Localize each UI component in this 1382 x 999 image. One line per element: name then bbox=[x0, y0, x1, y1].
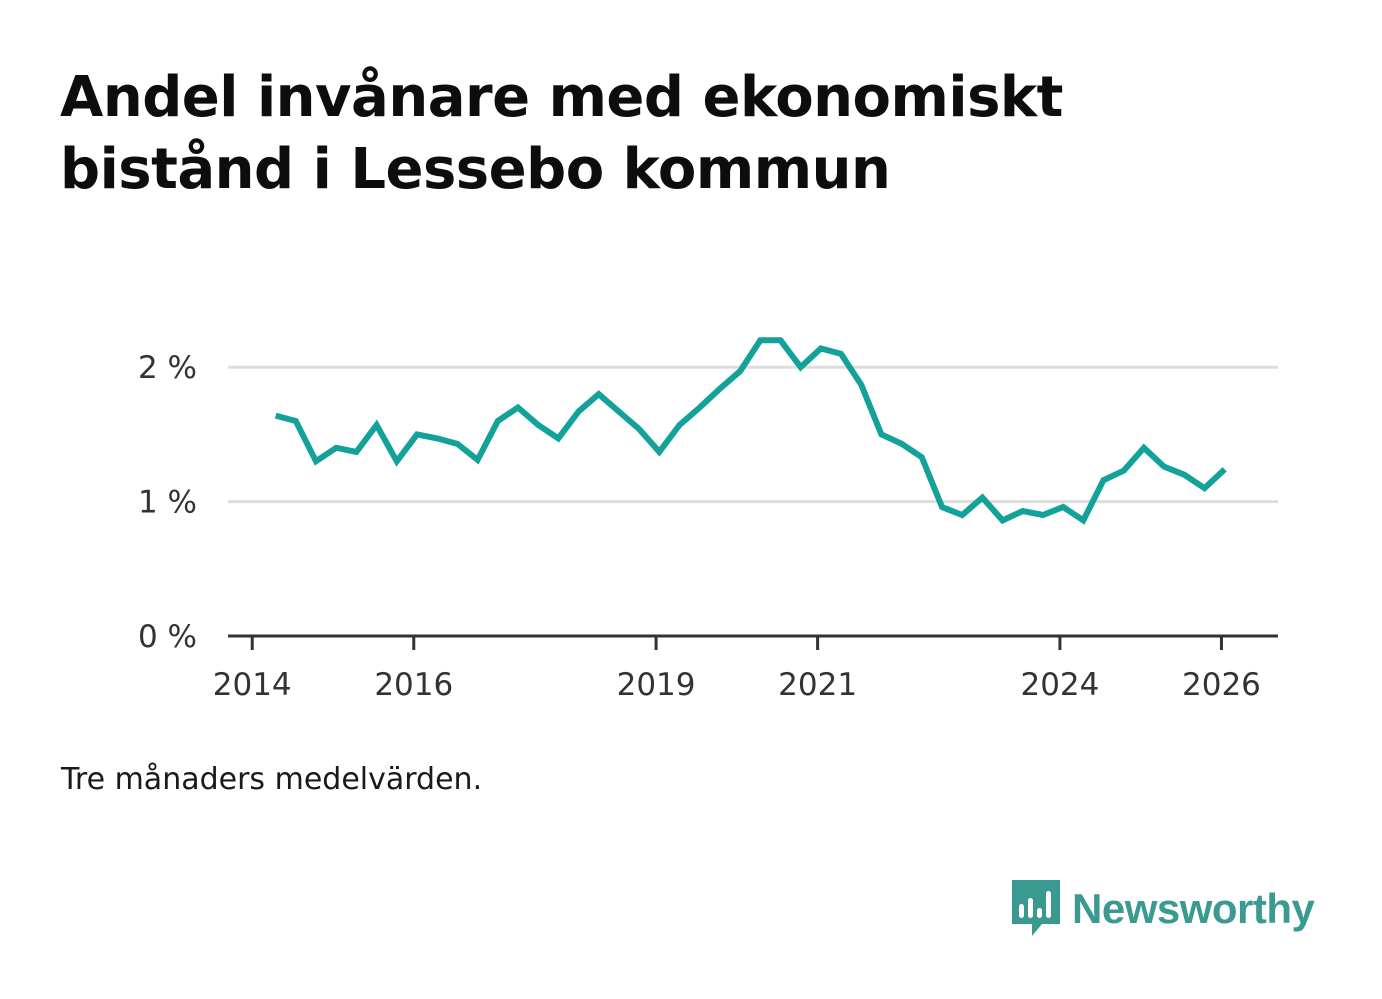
data-point[interactable] bbox=[636, 426, 642, 432]
data-point[interactable] bbox=[939, 504, 945, 510]
data-point[interactable] bbox=[515, 405, 521, 411]
data-point[interactable] bbox=[596, 391, 602, 397]
y-tick-label: 0 % bbox=[138, 619, 197, 655]
data-point[interactable] bbox=[1101, 477, 1107, 483]
data-point[interactable] bbox=[1121, 468, 1127, 474]
data-point[interactable] bbox=[1020, 508, 1026, 514]
data-point[interactable] bbox=[1060, 504, 1066, 510]
data-point[interactable] bbox=[777, 337, 783, 343]
data-point[interactable] bbox=[757, 337, 763, 343]
data-point[interactable] bbox=[273, 413, 279, 419]
grid-lines bbox=[228, 365, 1278, 504]
data-point[interactable] bbox=[1000, 517, 1006, 523]
data-point[interactable] bbox=[414, 431, 420, 437]
data-point[interactable] bbox=[697, 405, 703, 411]
data-point[interactable] bbox=[616, 409, 622, 415]
data-point[interactable] bbox=[838, 351, 844, 357]
data-point[interactable] bbox=[576, 409, 582, 415]
data-point[interactable] bbox=[899, 441, 905, 447]
data-point[interactable] bbox=[475, 457, 481, 463]
brand-logo[interactable]: Newsworthy bbox=[1010, 878, 1315, 940]
data-point[interactable] bbox=[1141, 445, 1147, 451]
data-point[interactable] bbox=[394, 458, 400, 464]
data-point[interactable] bbox=[293, 418, 299, 424]
brand-name: Newsworthy bbox=[1072, 885, 1315, 932]
data-point[interactable] bbox=[677, 422, 683, 428]
data-point[interactable] bbox=[798, 364, 804, 370]
data-point[interactable] bbox=[353, 449, 359, 455]
data-point[interactable] bbox=[818, 345, 824, 351]
data-point[interactable] bbox=[1202, 485, 1208, 491]
data-point[interactable] bbox=[1222, 466, 1228, 472]
data-point[interactable] bbox=[434, 435, 440, 441]
data-point[interactable] bbox=[495, 418, 501, 424]
chart-title: Andel invånare med ekonomiskt bistånd i … bbox=[60, 65, 1063, 202]
x-tick-label: 2016 bbox=[374, 667, 453, 703]
data-point[interactable] bbox=[919, 454, 925, 460]
tick-labels: 0 % 1 % 2 % 2014 2016 2019 2021 2024 2026 bbox=[138, 350, 1261, 703]
data-point[interactable] bbox=[555, 435, 561, 441]
y-tick-label: 1 % bbox=[138, 485, 197, 521]
data-point[interactable] bbox=[656, 449, 662, 455]
data-point[interactable] bbox=[1181, 472, 1187, 478]
data-point[interactable] bbox=[535, 422, 541, 428]
data-point[interactable] bbox=[313, 458, 319, 464]
x-tick-label: 2019 bbox=[617, 667, 696, 703]
data-point[interactable] bbox=[737, 368, 743, 374]
data-point[interactable] bbox=[717, 386, 723, 392]
data-point[interactable] bbox=[374, 422, 380, 428]
data-point[interactable] bbox=[1040, 512, 1046, 518]
data-point[interactable] bbox=[454, 441, 460, 447]
axes bbox=[228, 634, 1278, 650]
chart-note: Tre månaders medelvärden. bbox=[61, 762, 483, 797]
data-point[interactable] bbox=[858, 382, 864, 388]
data-point[interactable] bbox=[333, 445, 339, 451]
data-point[interactable] bbox=[1080, 517, 1086, 523]
series-line bbox=[274, 337, 1227, 525]
data-point[interactable] bbox=[959, 512, 965, 518]
x-tick-label: 2026 bbox=[1182, 667, 1261, 703]
bar-chart-speech-bubble-icon bbox=[1012, 880, 1060, 936]
data-point[interactable] bbox=[1161, 464, 1167, 470]
x-tick-label: 2024 bbox=[1020, 667, 1099, 703]
data-point[interactable] bbox=[979, 495, 985, 501]
series bbox=[273, 337, 1228, 525]
data-point[interactable] bbox=[878, 431, 884, 437]
x-tick-label: 2014 bbox=[213, 667, 292, 703]
x-tick-label: 2021 bbox=[778, 667, 857, 703]
y-tick-label: 2 % bbox=[138, 350, 197, 386]
